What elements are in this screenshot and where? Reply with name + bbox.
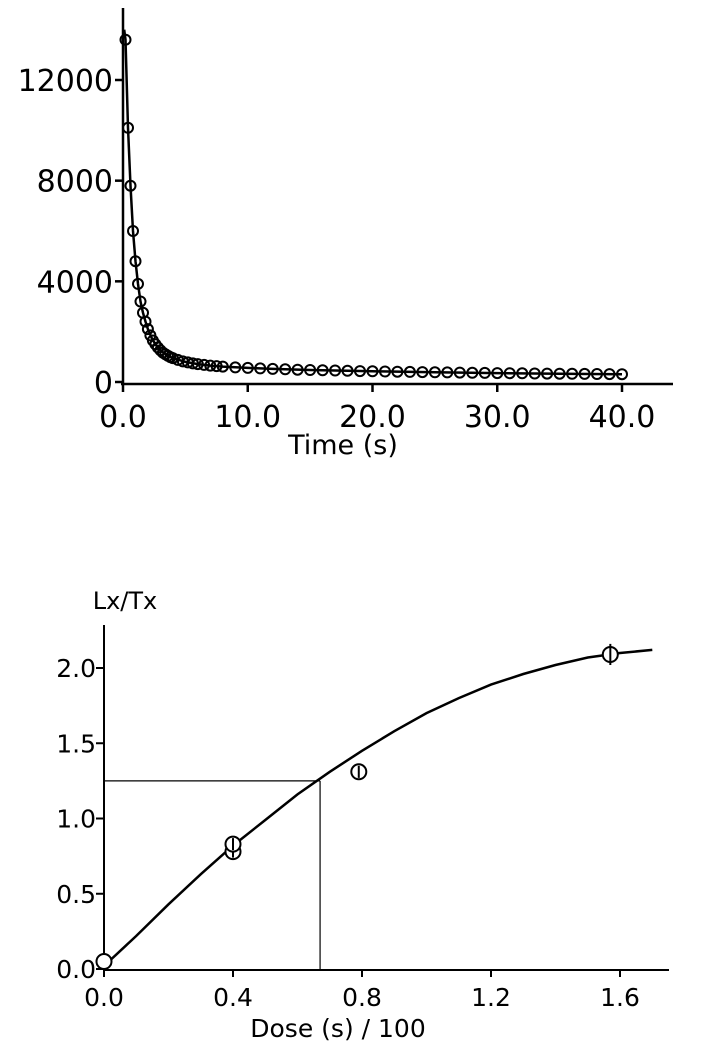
fit-curve	[122, 29, 623, 376]
x-tick-label: 30.0	[464, 400, 531, 435]
data-point	[132, 277, 144, 290]
x-tick-label: 1.6	[600, 983, 640, 1012]
y-tick-label: 2.0	[56, 654, 96, 683]
data-point	[391, 365, 404, 378]
data-point	[254, 362, 267, 375]
x-tick-label: 40.0	[589, 400, 656, 435]
x-axis-title: Dose (s) / 100	[250, 1014, 425, 1043]
data-point	[603, 368, 616, 381]
y-ticks: 0.0 0.5 1.0 1.5 2.0	[56, 654, 104, 984]
y-axis-title: Lx/Tx	[93, 587, 158, 615]
x-tick-label: 0.4	[213, 983, 253, 1012]
data-point	[204, 359, 217, 372]
data-point	[129, 255, 142, 268]
data-point	[329, 364, 342, 377]
data-point	[141, 323, 154, 336]
data-point	[198, 358, 211, 371]
data-point	[478, 366, 491, 379]
data-point	[453, 366, 466, 379]
data-point	[119, 33, 132, 46]
data-point	[216, 360, 229, 373]
data-point	[503, 367, 516, 380]
x-tick-label: 1.2	[471, 983, 511, 1012]
data-point	[191, 358, 204, 371]
y-tick-label: 8000	[37, 165, 113, 200]
data-point	[541, 367, 554, 380]
data-point	[210, 360, 223, 373]
data-point	[241, 361, 254, 374]
data-point	[403, 365, 416, 378]
x-tick-label: 0.8	[342, 983, 382, 1012]
data-point	[341, 364, 354, 377]
x-ticks: 0.0 10.0 20.0 30.0 40.0	[99, 384, 655, 435]
x-tick-label: 10.0	[214, 400, 281, 435]
data-points	[119, 33, 628, 381]
y-tick-label: 12000	[18, 64, 113, 99]
data-point	[266, 362, 279, 375]
data-point	[578, 367, 591, 380]
data-points	[95, 643, 619, 970]
fit-curve	[103, 648, 653, 967]
data-point	[291, 363, 304, 376]
data-point	[416, 366, 429, 379]
y-tick-label: 0.5	[56, 880, 96, 909]
data-point	[616, 368, 628, 381]
y-tick-label: 1.5	[56, 729, 96, 758]
data-point	[516, 367, 529, 380]
data-point	[366, 365, 379, 378]
data-point	[591, 368, 603, 380]
data-point	[95, 953, 113, 970]
data-point	[428, 366, 441, 379]
x-tick-label: 20.0	[339, 400, 406, 435]
data-point	[186, 357, 199, 370]
data-point	[316, 364, 329, 377]
y-tick-label: 4000	[37, 265, 113, 300]
data-point	[553, 367, 566, 380]
data-point	[124, 179, 137, 192]
data-point	[354, 365, 366, 378]
decay-curve-chart: 0 4000 8000 12000 0.0 10.0 20.0 30.0 40.0 Time …	[18, 8, 673, 461]
data-point	[491, 367, 504, 380]
interpolation-lines	[104, 780, 321, 970]
y-tick-label: 0.0	[56, 955, 96, 984]
data-point	[229, 361, 242, 374]
data-point	[122, 121, 134, 134]
dose-response-chart: 0.0 0.5 1.0 1.5 2.0 0.0 0.4 0.8 1.2 1.6 Lx/Tx Do…	[56, 587, 669, 1043]
data-point	[441, 366, 454, 379]
y-tick-label: 0	[94, 366, 113, 401]
data-point	[304, 364, 317, 376]
data-point	[139, 315, 152, 328]
x-axis-title: Time (s)	[287, 430, 398, 461]
data-point	[566, 367, 579, 380]
x-tick-label: 0.0	[84, 983, 124, 1012]
x-tick-label: 0.0	[99, 400, 147, 435]
data-point	[279, 363, 292, 376]
y-ticks: 0 4000 8000 12000	[18, 64, 123, 401]
y-tick-label: 1.0	[56, 805, 96, 834]
data-point	[466, 366, 479, 379]
x-ticks: 0.0 0.4 0.8 1.2 1.6	[84, 970, 640, 1012]
data-point	[127, 225, 139, 237]
data-point	[528, 367, 541, 380]
data-point	[134, 295, 147, 308]
data-point	[379, 365, 391, 378]
